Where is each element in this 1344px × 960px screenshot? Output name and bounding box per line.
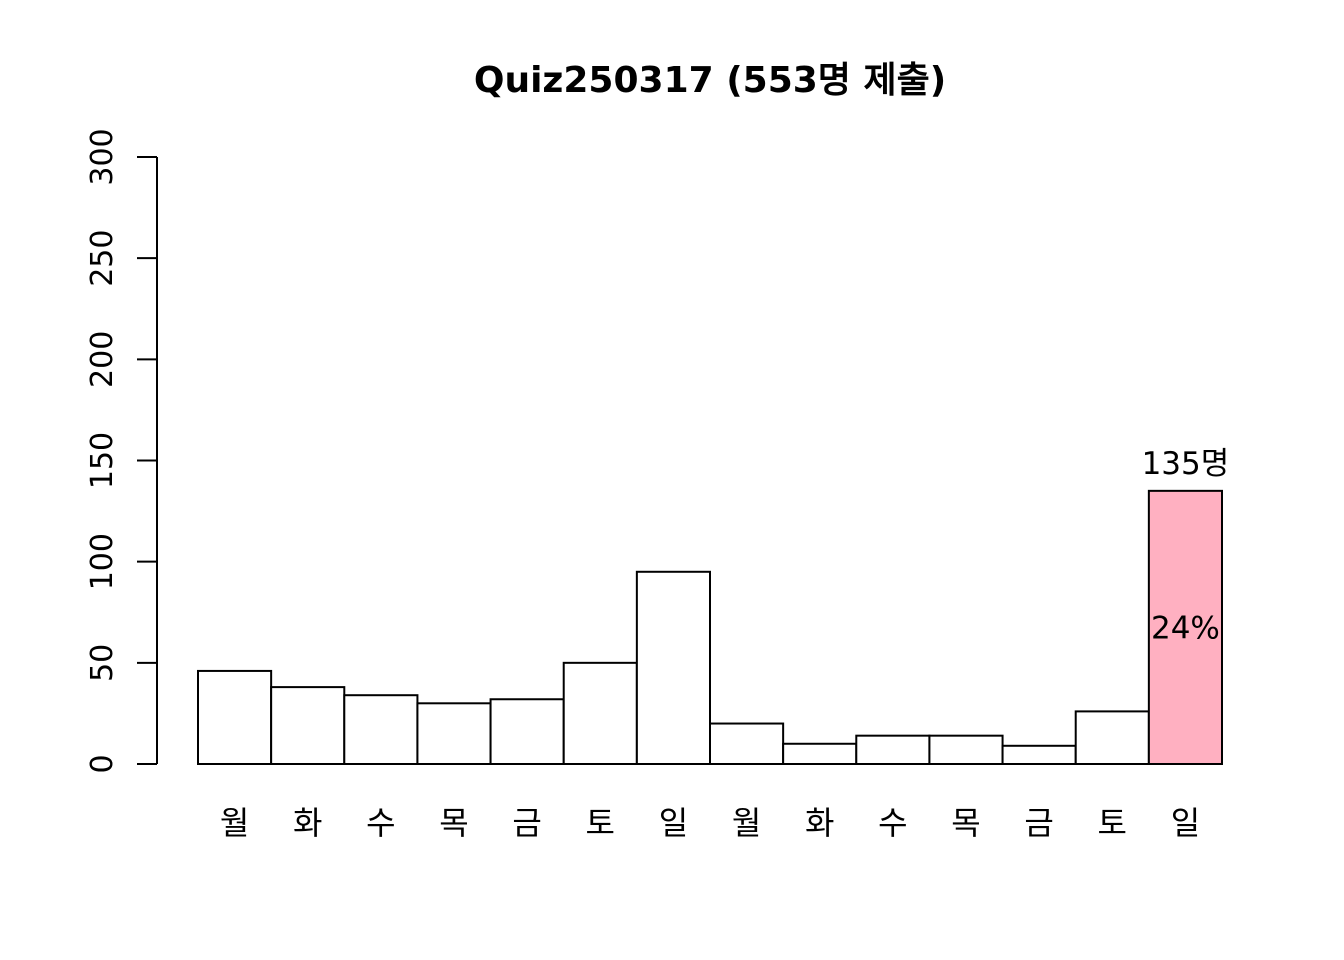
x-tick-label: 토 bbox=[586, 804, 615, 842]
x-tick-label: 목 bbox=[951, 804, 980, 842]
y-tick-label: 300 bbox=[85, 128, 120, 185]
bar bbox=[270, 686, 346, 766]
annotations: 135명 24% bbox=[1142, 446, 1230, 647]
bar bbox=[1147, 489, 1224, 765]
x-tick-label: 일 bbox=[659, 804, 688, 842]
chart-title: Quiz250317 (553명 제출) bbox=[474, 60, 946, 101]
y-tick-label: 250 bbox=[85, 230, 120, 287]
bar bbox=[635, 570, 711, 765]
x-tick-label: 수 bbox=[878, 804, 907, 842]
bar bbox=[343, 694, 419, 765]
bar-count-label: 135명 bbox=[1142, 446, 1230, 482]
bar-percent-label: 24% bbox=[1151, 610, 1220, 646]
x-tick-label: 월 bbox=[220, 804, 249, 842]
bars bbox=[197, 489, 1224, 766]
y-tick-label: 150 bbox=[85, 432, 120, 489]
bar bbox=[489, 698, 565, 766]
x-tick-label: 월 bbox=[732, 804, 761, 842]
y-tick-label: 50 bbox=[85, 644, 120, 682]
y-tick-label: 0 bbox=[85, 754, 120, 773]
bar bbox=[197, 669, 273, 766]
y-tick-label: 200 bbox=[85, 331, 120, 388]
bar bbox=[1074, 710, 1150, 765]
x-tick-label: 토 bbox=[1098, 804, 1127, 842]
bar bbox=[562, 661, 638, 765]
x-tick-label: 목 bbox=[439, 804, 468, 842]
bar bbox=[709, 722, 785, 765]
bar bbox=[1001, 744, 1077, 765]
x-tick-label: 일 bbox=[1171, 804, 1200, 842]
x-tick-label: 화 bbox=[293, 804, 322, 842]
x-tick-label: 금 bbox=[512, 804, 541, 842]
x-tick-label: 금 bbox=[1024, 804, 1053, 842]
x-tick-label: 수 bbox=[366, 804, 395, 842]
bar bbox=[416, 702, 492, 765]
y-tick-label: 100 bbox=[85, 533, 120, 590]
bar bbox=[782, 742, 858, 765]
bar bbox=[928, 734, 1004, 766]
bar bbox=[855, 734, 931, 766]
y-axis: 0 50 100 150 200 250 300 bbox=[85, 128, 158, 774]
x-tick-label: 화 bbox=[805, 804, 834, 842]
